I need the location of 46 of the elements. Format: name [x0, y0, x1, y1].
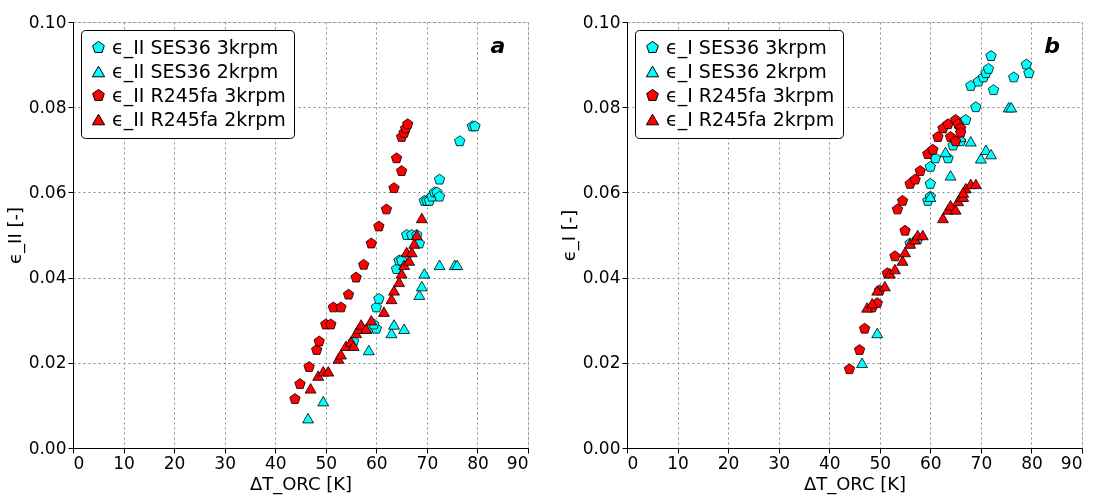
y-tick-label: 0.08 — [582, 96, 621, 117]
x-tick-label: 90 — [506, 452, 529, 473]
legend-label: ϵ_I SES36 2krpm — [666, 59, 827, 83]
x-tick-label: 0 — [627, 452, 639, 473]
y-tick-label: 0.10 — [582, 11, 621, 32]
x-tick-label: 70 — [970, 452, 993, 473]
legend-label: ϵ_II R245fa 3krpm — [112, 83, 286, 107]
y-tick-label: 0.00 — [28, 437, 67, 458]
x-axis-title: ΔT_ORC [K] — [803, 472, 907, 495]
y-tick-label: 0.06 — [28, 181, 67, 202]
y-tick-label: 0.00 — [582, 437, 621, 458]
legend-label: ϵ_I R245fa 2krpm — [666, 107, 835, 131]
x-tick-label: 60 — [366, 452, 388, 473]
x-tick-label: 0 — [73, 452, 85, 473]
x-tick-label: 40 — [818, 452, 841, 473]
y-tick-label: 0.08 — [28, 96, 67, 117]
x-tick-label: 50 — [869, 452, 892, 473]
x-tick-label: 50 — [315, 452, 338, 473]
legend-label: ϵ_I SES36 3krpm — [666, 35, 827, 59]
x-tick-label: 10 — [113, 452, 135, 473]
y-tick-label: 0.02 — [28, 352, 67, 373]
y-tick-label: 0.04 — [582, 267, 621, 288]
legend-label: ϵ_II SES36 2krpm — [112, 59, 279, 83]
x-axis-title: ΔT_ORC [K] — [249, 472, 353, 495]
y-tick-label: 0.10 — [28, 11, 67, 32]
x-tick-label: 80 — [467, 452, 489, 473]
x-tick-label: 10 — [667, 452, 689, 473]
annotation: b — [1044, 33, 1060, 58]
y-axis-title: ϵ_II [-] — [3, 207, 26, 264]
y-tick-label: 0.04 — [28, 267, 67, 288]
legend-label: ϵ_II R245fa 2krpm — [112, 107, 286, 131]
y-tick-label: 0.02 — [582, 352, 621, 373]
annotation: a — [490, 33, 506, 58]
x-tick-label: 70 — [416, 452, 439, 473]
y-tick-label: 0.06 — [582, 181, 621, 202]
x-tick-label: 90 — [1060, 452, 1083, 473]
x-tick-label: 80 — [1021, 452, 1043, 473]
x-tick-label: 20 — [163, 452, 186, 473]
y-axis-title: ϵ_I [-] — [557, 209, 580, 262]
legend-label: ϵ_I R245fa 3krpm — [666, 83, 835, 107]
x-tick-label: 40 — [264, 452, 287, 473]
x-tick-label: 20 — [717, 452, 740, 473]
x-tick-label: 30 — [214, 452, 236, 473]
x-tick-label: 60 — [920, 452, 942, 473]
legend-label: ϵ_II SES36 3krpm — [112, 35, 279, 59]
x-tick-label: 30 — [768, 452, 790, 473]
